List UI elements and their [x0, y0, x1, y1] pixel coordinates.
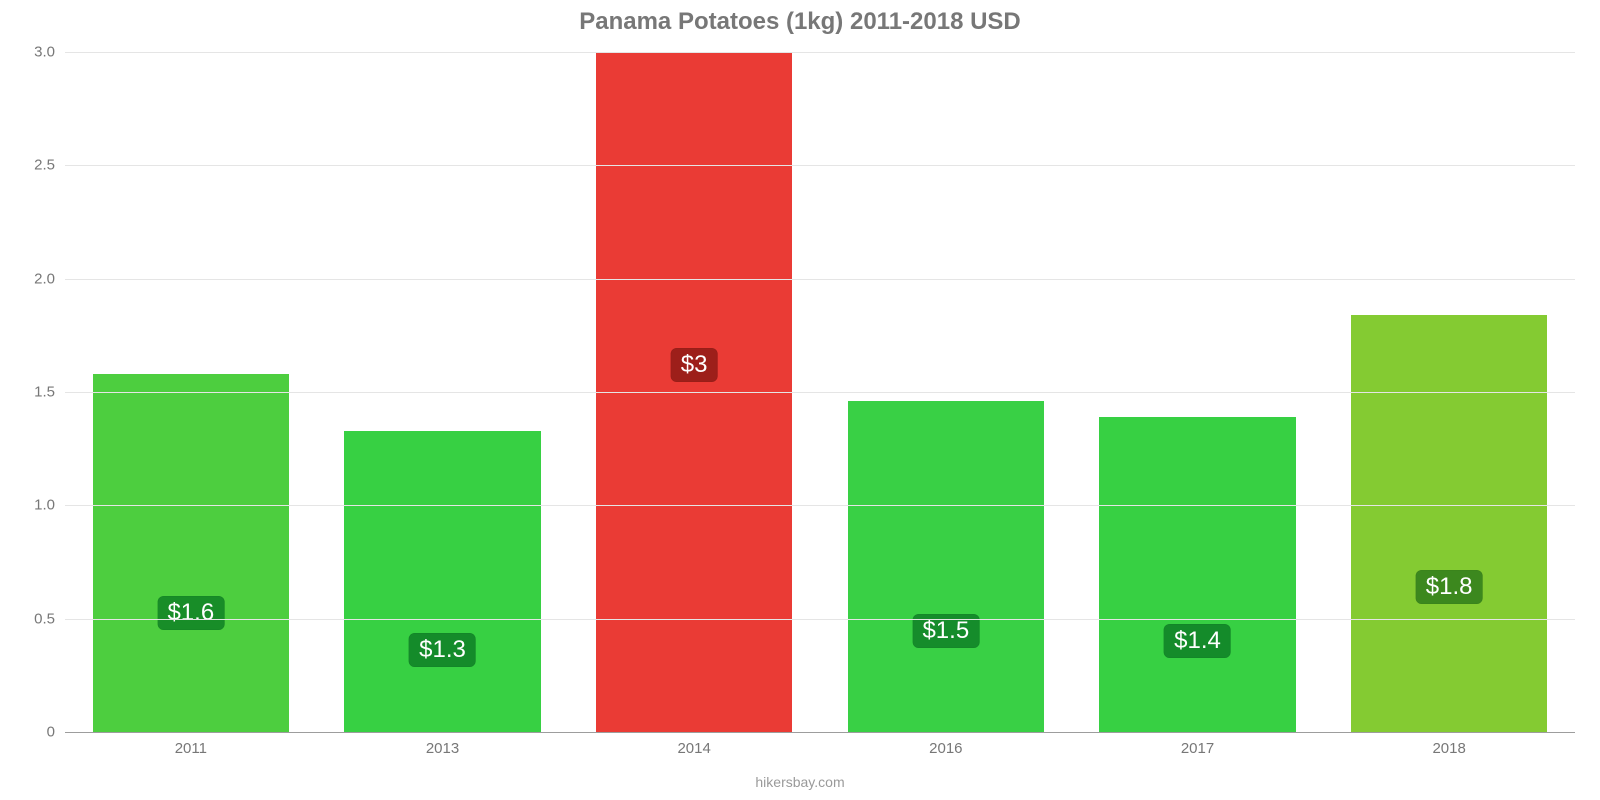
gridline — [65, 392, 1575, 393]
footer-source: hikersbay.com — [0, 774, 1600, 790]
bar: $1.5 — [848, 401, 1044, 732]
x-tick-label: 2013 — [426, 732, 459, 757]
y-tick-label: 2.5 — [34, 157, 65, 174]
baseline — [65, 732, 1575, 733]
y-tick-label: 0 — [47, 724, 65, 741]
bar: $1.4 — [1099, 417, 1295, 732]
x-tick-label: 2016 — [929, 732, 962, 757]
y-tick-label: 3.0 — [34, 44, 65, 61]
gridline — [65, 165, 1575, 166]
x-tick-label: 2017 — [1181, 732, 1214, 757]
y-tick-label: 1.0 — [34, 497, 65, 514]
plot-area: $1.6$1.3$3$1.5$1.4$1.8 00.51.01.52.02.53… — [65, 52, 1575, 732]
bar-value-label: $1.8 — [1416, 570, 1483, 604]
gridline — [65, 505, 1575, 506]
bar: $1.6 — [93, 374, 289, 732]
bar-value-label: $1.6 — [157, 596, 224, 630]
x-tick-label: 2011 — [175, 732, 207, 757]
gridline — [65, 279, 1575, 280]
bar-value-label: $3 — [671, 348, 718, 382]
x-tick-label: 2018 — [1432, 732, 1465, 757]
y-tick-label: 2.0 — [34, 270, 65, 287]
x-tick-label: 2014 — [677, 732, 710, 757]
bar-value-label: $1.4 — [1164, 624, 1231, 658]
bar-value-label: $1.3 — [409, 633, 476, 667]
gridline — [65, 619, 1575, 620]
gridline — [65, 52, 1575, 53]
y-tick-label: 1.5 — [34, 384, 65, 401]
bar: $1.8 — [1351, 315, 1547, 732]
chart-container: Panama Potatoes (1kg) 2011-2018 USD $1.6… — [0, 0, 1600, 800]
chart-title: Panama Potatoes (1kg) 2011-2018 USD — [0, 8, 1600, 36]
y-tick-label: 0.5 — [34, 610, 65, 627]
bar: $1.3 — [344, 431, 540, 732]
